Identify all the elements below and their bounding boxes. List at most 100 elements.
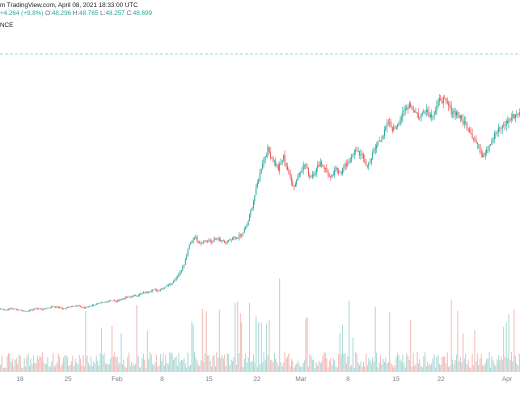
candle-body bbox=[444, 98, 446, 99]
volume-bar bbox=[513, 309, 515, 372]
volume-bar bbox=[17, 364, 19, 372]
candle-body bbox=[474, 139, 476, 140]
volume-bar bbox=[300, 366, 302, 372]
candle-body bbox=[243, 229, 245, 233]
volume-bar bbox=[452, 359, 454, 372]
candle-body bbox=[325, 168, 326, 169]
candle-body bbox=[119, 299, 121, 302]
candle-body bbox=[494, 133, 495, 139]
volume-bar bbox=[359, 364, 361, 372]
candle-body bbox=[297, 175, 299, 180]
candle-body bbox=[328, 175, 330, 177]
candle-body bbox=[304, 164, 305, 166]
candle-body bbox=[268, 146, 270, 153]
volume-bar bbox=[435, 367, 436, 372]
volume-bar bbox=[112, 356, 114, 372]
volume-bar bbox=[453, 364, 455, 372]
candle-body bbox=[101, 302, 102, 304]
candle-body bbox=[503, 124, 505, 126]
volume-bar bbox=[432, 358, 434, 372]
volume-bar bbox=[232, 361, 233, 372]
candle-body bbox=[397, 124, 398, 127]
volume-bar bbox=[490, 367, 491, 372]
volume-bar bbox=[325, 352, 326, 372]
candle-body bbox=[425, 109, 427, 112]
candle-body bbox=[321, 161, 323, 166]
candle-body bbox=[187, 248, 189, 256]
volume-bar bbox=[167, 363, 169, 372]
candle-body bbox=[108, 300, 110, 302]
candle-body bbox=[407, 107, 409, 109]
volume-bar bbox=[48, 366, 50, 372]
candle-body bbox=[387, 123, 389, 124]
volume-bar bbox=[480, 354, 482, 372]
volume-bar bbox=[246, 362, 248, 372]
candle-body bbox=[500, 127, 502, 129]
volume-bar bbox=[139, 367, 140, 372]
candle-body bbox=[353, 151, 355, 155]
volume-bar bbox=[398, 355, 400, 372]
volume-bar bbox=[66, 357, 68, 372]
candle-body bbox=[383, 129, 385, 136]
candle-body bbox=[209, 240, 211, 243]
candle-body bbox=[398, 123, 400, 125]
volume-bar bbox=[29, 365, 30, 372]
volume-bar bbox=[256, 366, 258, 372]
candle-body bbox=[394, 127, 396, 129]
volume-bar bbox=[445, 363, 447, 372]
volume-bar bbox=[482, 365, 484, 372]
candle-body bbox=[436, 106, 438, 111]
candle-body bbox=[167, 284, 169, 286]
volume-bar bbox=[204, 353, 206, 372]
volume-bar bbox=[65, 355, 67, 372]
volume-bar bbox=[450, 300, 452, 372]
candle-body bbox=[454, 110, 456, 116]
candle-body bbox=[180, 270, 182, 272]
volume-bar bbox=[310, 356, 312, 372]
candle-body bbox=[136, 295, 138, 297]
volume-bar bbox=[366, 365, 368, 372]
candle-body bbox=[331, 174, 333, 178]
candle-body bbox=[300, 172, 302, 174]
volume-bar bbox=[116, 356, 118, 372]
candle-body bbox=[424, 111, 426, 114]
volume-bar bbox=[459, 357, 461, 372]
x-tick-label: 15 bbox=[392, 376, 400, 383]
volume-bar bbox=[360, 361, 362, 372]
candle-body bbox=[107, 301, 109, 303]
candle-body bbox=[416, 112, 418, 114]
candle-body bbox=[373, 150, 375, 153]
volume-bar bbox=[229, 364, 231, 372]
volume-bar bbox=[76, 362, 78, 372]
volume-bar bbox=[419, 359, 421, 372]
volume-bar bbox=[418, 363, 419, 372]
volume-bar bbox=[255, 315, 257, 372]
volume-bar bbox=[315, 362, 317, 372]
volume-bar bbox=[356, 353, 358, 372]
volume-bar bbox=[192, 324, 194, 372]
volume-bar bbox=[486, 359, 488, 372]
candle-body bbox=[254, 195, 256, 202]
candle-body bbox=[127, 296, 129, 298]
candle-body bbox=[437, 101, 439, 107]
candle-body bbox=[66, 307, 68, 308]
candle-body bbox=[389, 122, 391, 124]
candle-body bbox=[111, 300, 113, 302]
volume-bar bbox=[351, 364, 353, 372]
volume-bar bbox=[5, 367, 7, 372]
volume-bar bbox=[52, 353, 54, 372]
volume-bar bbox=[378, 362, 380, 372]
candle-body bbox=[247, 220, 249, 226]
volume-bar bbox=[197, 365, 199, 372]
candle-body bbox=[95, 303, 97, 305]
candle-body bbox=[271, 157, 273, 158]
volume-bar bbox=[501, 360, 503, 372]
candle-body bbox=[242, 232, 244, 235]
candle-body bbox=[239, 234, 241, 236]
volume-bar bbox=[91, 365, 93, 372]
candle-body bbox=[69, 306, 71, 308]
volume-bar bbox=[94, 363, 96, 372]
x-tick-label: Feb bbox=[111, 376, 123, 383]
candle-body bbox=[23, 310, 25, 312]
